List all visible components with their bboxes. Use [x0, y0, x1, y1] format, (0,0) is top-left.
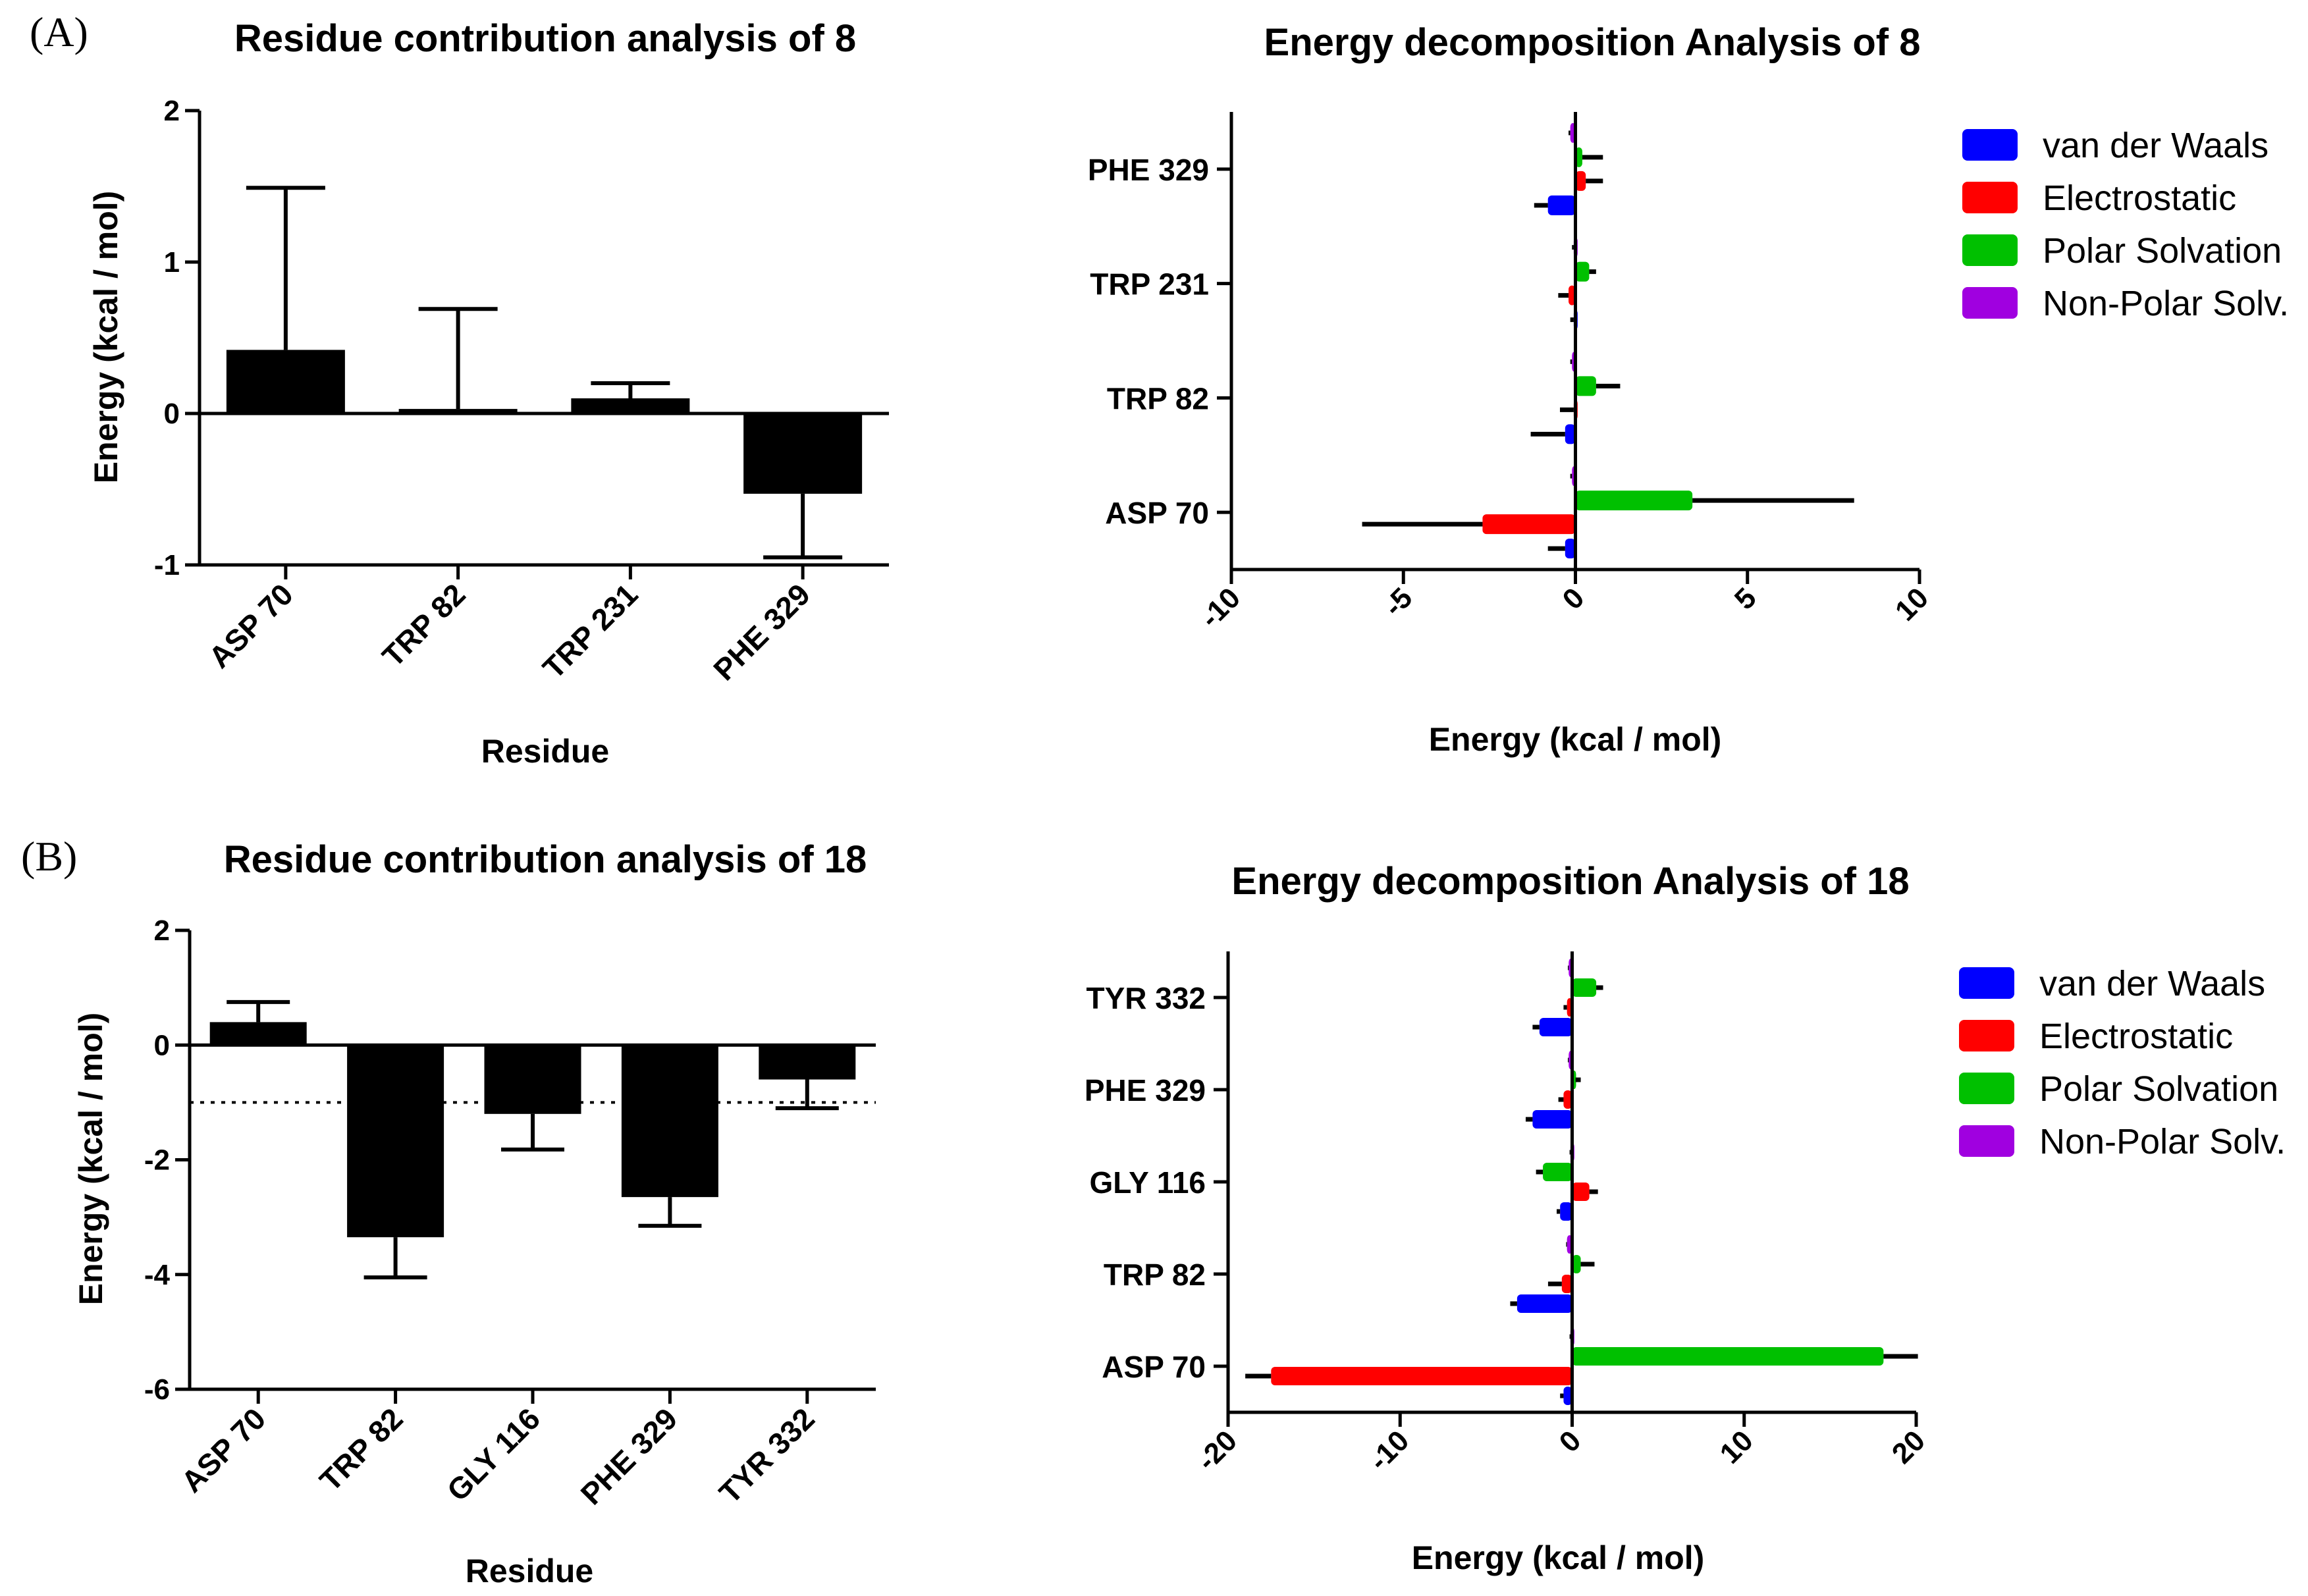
- y-tick-label-asp-70: ASP 70: [1102, 1350, 1206, 1384]
- bar-gly-116-electrostatic: [1572, 1183, 1590, 1201]
- bar-phe-329: [743, 413, 863, 494]
- bar-tyr-332: [759, 1045, 856, 1080]
- bar-trp-231-polar-solvation: [1575, 261, 1590, 282]
- y-tick-label: 1: [164, 246, 180, 279]
- bar-phe-329-van-der-waals: [1532, 1110, 1572, 1129]
- y-tick-label-trp-231: TRP 231: [1090, 267, 1209, 302]
- y-tick-label-trp-82: TRP 82: [1107, 381, 1209, 415]
- y-tick-label: 0: [164, 398, 180, 430]
- legend-label-electrostatic: Electrostatic: [2039, 1017, 2233, 1056]
- bar-asp-70-electrostatic: [1271, 1367, 1572, 1385]
- legend-label-non-polar-solv: Non-Polar Solv.: [2043, 284, 2289, 323]
- legend-swatch-polar-solvation: [1959, 1073, 2014, 1104]
- bar-trp-82-van-der-waals: [1565, 424, 1576, 444]
- y-tick-label-trp-82: TRP 82: [1104, 1258, 1206, 1292]
- legend-label-electrostatic: Electrostatic: [2043, 178, 2236, 218]
- x-axis-label: Residue: [481, 733, 610, 770]
- bar-phe-329-van-der-waals: [1547, 195, 1576, 215]
- y-tick-label: 2: [164, 95, 180, 127]
- legend-swatch-electrostatic: [1962, 182, 2018, 213]
- y-tick-label: -4: [144, 1259, 171, 1291]
- bar-asp-70: [226, 350, 345, 413]
- bar-trp-231: [571, 398, 690, 413]
- y-tick-label: -1: [154, 549, 180, 581]
- bar-trp-82-electrostatic: [1561, 1275, 1572, 1293]
- bar-phe-329: [621, 1045, 718, 1198]
- legend-label-non-polar-solv: Non-Polar Solv.: [2039, 1122, 2286, 1161]
- y-tick-label-asp-70: ASP 70: [1105, 496, 1209, 530]
- bar-tyr-332-van-der-waals: [1539, 1018, 1572, 1036]
- bar-asp-70-van-der-waals: [1563, 1387, 1572, 1405]
- bar-trp-82: [347, 1045, 444, 1238]
- legend-swatch-van-der-waals: [1959, 967, 2014, 999]
- bar-trp-82-polar-solvation: [1572, 1255, 1581, 1273]
- y-tick-label-phe-329: PHE 329: [1088, 153, 1209, 187]
- bar-phe-329-electrostatic: [1575, 171, 1586, 191]
- legend-swatch-non-polar-solv: [1962, 287, 2018, 319]
- bar-tyr-332-polar-solvation: [1572, 978, 1597, 997]
- chart-energy-decomposition-8: Energy decomposition Analysis of 8 Energ…: [1088, 21, 2289, 758]
- bar-gly-116: [484, 1045, 581, 1114]
- legend: van der Waals Electrostatic Polar Solvatio…: [1959, 964, 2286, 1161]
- x-axis-label: Energy (kcal / mol): [1412, 1539, 1705, 1576]
- bar-asp-70-electrostatic: [1482, 514, 1576, 535]
- bar-gly-116-van-der-waals: [1560, 1202, 1572, 1221]
- y-tick-label: 2: [154, 915, 170, 947]
- legend-label-van-der-waals: van der Waals: [2043, 126, 2268, 165]
- chart-title: Residue contribution analysis of 18: [224, 838, 867, 881]
- y-tick-label: -6: [144, 1373, 170, 1406]
- x-axis-label: Energy (kcal / mol): [1429, 721, 1722, 758]
- legend-label-polar-solvation: Polar Solvation: [2039, 1069, 2278, 1109]
- bar-asp-70-van-der-waals: [1565, 539, 1576, 559]
- legend-swatch-van-der-waals: [1962, 129, 2018, 161]
- chart-title: Energy decomposition Analysis of 8: [1264, 21, 1921, 64]
- legend-label-van-der-waals: van der Waals: [2039, 964, 2265, 1003]
- y-tick-label: 0: [154, 1029, 170, 1061]
- y-tick-label-gly-116: GLY 116: [1090, 1165, 1206, 1200]
- y-tick-label-phe-329: PHE 329: [1085, 1073, 1206, 1107]
- bar-asp-70-polar-solvation: [1572, 1347, 1884, 1366]
- x-axis-label: Residue: [466, 1553, 594, 1589]
- panel-label-a: (A): [30, 9, 88, 55]
- bar-phe-329-polar-solvation: [1575, 147, 1582, 167]
- legend-swatch-electrostatic: [1959, 1020, 2014, 1051]
- bar-asp-70-polar-solvation: [1575, 491, 1693, 511]
- bar-trp-82-van-der-waals: [1516, 1294, 1572, 1313]
- y-axis-label: Energy (kcal / mol): [72, 1013, 109, 1306]
- y-tick-label: -2: [144, 1144, 170, 1177]
- chart-title: Energy decomposition Analysis of 18: [1231, 860, 1909, 903]
- bar-trp-82: [398, 409, 518, 413]
- legend: van der Waals Electrostatic Polar Solvatio…: [1962, 126, 2289, 323]
- bar-gly-116-polar-solvation: [1543, 1163, 1572, 1181]
- legend-swatch-polar-solvation: [1962, 234, 2018, 266]
- legend-label-polar-solvation: Polar Solvation: [2043, 231, 2282, 271]
- legend-swatch-non-polar-solv: [1959, 1125, 2014, 1157]
- chart-energy-decomposition-18: Energy decomposition Analysis of 18 Ener…: [1085, 860, 2286, 1576]
- bar-phe-329-electrostatic: [1563, 1090, 1572, 1109]
- panel-label-b: (B): [21, 833, 77, 880]
- bar-trp-231-electrostatic: [1569, 285, 1576, 306]
- chart-title: Residue contribution analysis of 8: [234, 17, 856, 60]
- y-axis-label: Energy (kcal / mol): [88, 191, 124, 484]
- bar-trp-82-polar-solvation: [1575, 376, 1596, 396]
- bar-asp-70: [209, 1022, 307, 1046]
- y-tick-label-tyr-332: TYR 332: [1086, 981, 1206, 1015]
